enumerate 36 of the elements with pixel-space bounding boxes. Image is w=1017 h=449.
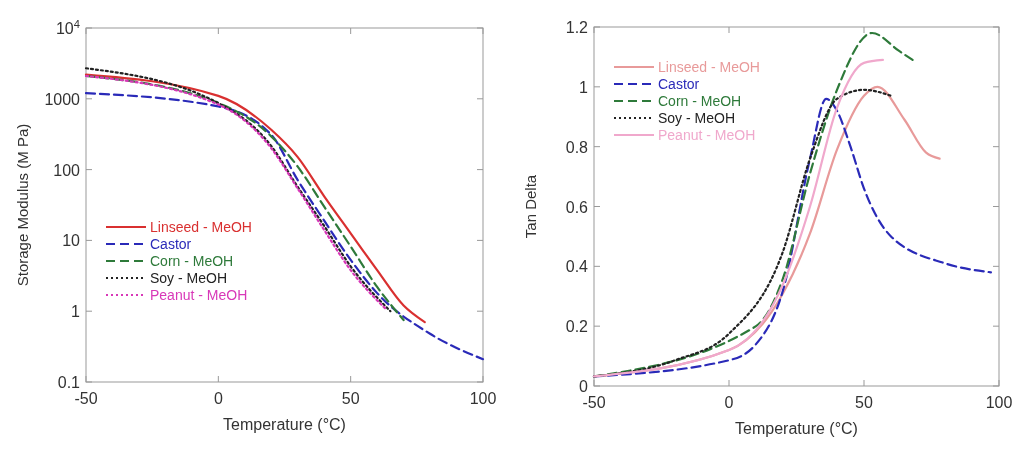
legend-label: Soy - MeOH — [150, 270, 228, 286]
legend-label: Castor — [150, 236, 192, 252]
x-tick-label: 0 — [724, 394, 734, 411]
legend-label: Corn - MeOH — [150, 253, 234, 269]
y-tick-label: 10 — [62, 232, 81, 250]
y-tick-label: 1 — [579, 78, 589, 96]
x-tick-label: -50 — [582, 394, 606, 411]
legend-label: Soy - MeOH — [658, 110, 736, 126]
y-tick-label: 1000 — [44, 90, 81, 108]
y-axis-title: Tan Delta — [522, 174, 539, 239]
legend-label: Linseed - MeOH — [658, 59, 760, 75]
y-axis-title: Storage Modulus (M Pa) — [14, 123, 31, 287]
x-tick-label: -50 — [74, 390, 98, 407]
y-tick-label: 0.6 — [565, 198, 589, 216]
x-axis-title: Temperature (°C) — [735, 420, 858, 437]
y-tick-label: 0.1 — [57, 374, 81, 391]
y-tick-label: 0.2 — [565, 318, 589, 336]
x-tick-label: 0 — [213, 390, 223, 407]
legend-label: Peanut - MeOH — [150, 287, 248, 303]
y-tick-label: 1 — [71, 303, 81, 321]
legend-label: Peanut - MeOH — [658, 127, 756, 143]
x-tick-label: 100 — [469, 390, 497, 407]
x-tick-label: 50 — [341, 390, 360, 407]
x-axis-title: Temperature (°C) — [223, 416, 346, 433]
y-tick-label: 0.8 — [565, 138, 589, 156]
y-tick-label: 1.2 — [565, 19, 589, 36]
y-tick-label: 0.4 — [565, 258, 589, 276]
legend-label: Castor — [658, 76, 700, 92]
x-tick-label: 50 — [855, 394, 873, 411]
y-tick-label: 0 — [579, 378, 589, 395]
y-tick-label: 10$^{4}$ — [55, 18, 80, 37]
x-tick-label: 100 — [985, 394, 1013, 411]
legend-label: Corn - MeOH — [658, 93, 742, 109]
y-tick-label: 100 — [53, 161, 81, 179]
line-series — [84, 92, 485, 361]
legend-label: Linseed - MeOH — [150, 219, 252, 235]
